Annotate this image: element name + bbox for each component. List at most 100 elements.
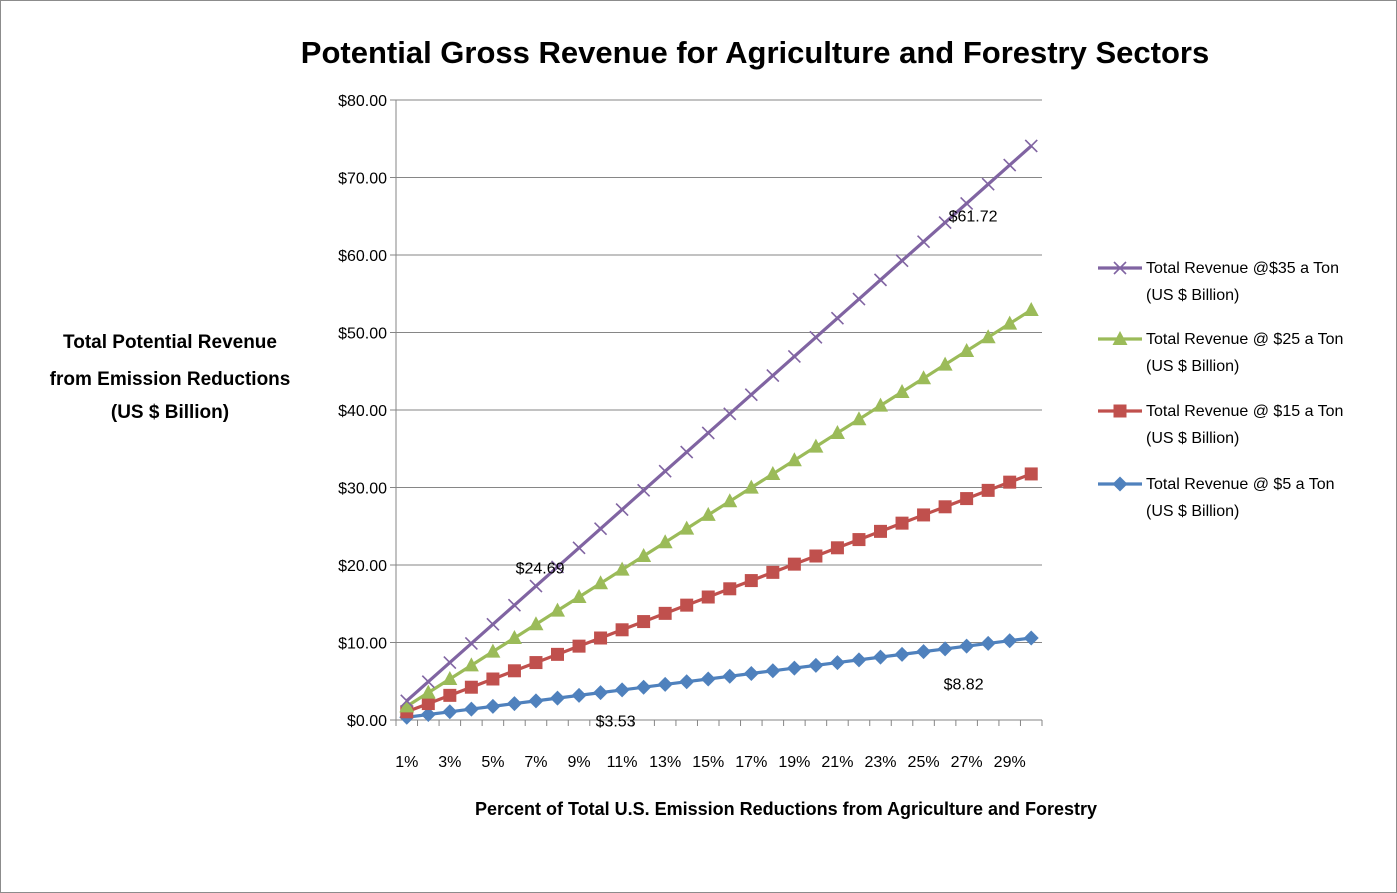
data-point: [960, 492, 974, 506]
data-point: [959, 638, 975, 654]
data-point: [657, 676, 673, 692]
data-point: [572, 541, 586, 555]
x-tick-label: 19%: [778, 754, 810, 771]
data-point: [1113, 261, 1127, 275]
legend-label-unit: (US $ Billion): [1146, 287, 1239, 304]
data-point: [744, 574, 758, 588]
x-tick-label: 23%: [864, 754, 896, 771]
series: [399, 301, 1039, 713]
data-point: [464, 636, 478, 650]
data-point: [852, 533, 866, 547]
data-point: [808, 438, 824, 453]
data-label: $61.72: [949, 209, 998, 226]
y-axis-title-line-3: (US $ Billion): [111, 402, 229, 423]
data-point: [895, 516, 909, 530]
series: [399, 630, 1039, 725]
data-point: [852, 292, 866, 306]
data-point: [657, 534, 673, 549]
data-point: [1002, 315, 1018, 330]
data-point: [529, 579, 543, 593]
x-tick-label: 29%: [994, 754, 1026, 771]
data-point: [1113, 404, 1127, 418]
data-point: [765, 663, 781, 679]
data-point: [550, 602, 565, 617]
data-point: [809, 330, 823, 344]
data-point: [1023, 301, 1039, 316]
data-point: [894, 646, 910, 662]
data-point: [722, 493, 738, 508]
data-point: [938, 215, 952, 230]
x-tick-label: 13%: [649, 754, 681, 771]
data-point: [420, 684, 436, 699]
data-point: [722, 668, 738, 684]
data-point: [937, 356, 953, 371]
legend: Total Revenue @$35 a Ton(US $ Billion)To…: [1098, 260, 1343, 520]
data-point: [895, 254, 909, 268]
x-tick-label: 25%: [908, 754, 940, 771]
x-tick-label: 17%: [735, 754, 767, 771]
data-point: [786, 452, 802, 467]
data-point: [680, 598, 694, 612]
data-point: [743, 479, 759, 494]
data-point: [808, 657, 824, 673]
series-group: [399, 139, 1039, 725]
y-tick-label: $50.00: [338, 326, 387, 343]
data-point: [485, 643, 501, 658]
data-point: [938, 500, 952, 514]
data-point: [507, 598, 521, 612]
legend-item: Total Revenue @ $5 a Ton (US $ Billion): [1098, 476, 1335, 520]
data-point: [829, 655, 845, 671]
y-axis-title: Total Potential Revenue from Emission Re…: [50, 332, 291, 423]
data-point: [571, 687, 587, 703]
data-point: [917, 508, 931, 522]
data-point: [443, 656, 457, 670]
data-point: [786, 660, 802, 676]
data-point: [1024, 139, 1038, 153]
legend-label-unit: (US $ Billion): [1146, 503, 1239, 520]
data-point: [614, 561, 630, 576]
data-point: [1112, 476, 1128, 492]
data-point: [399, 698, 415, 713]
data-point: [917, 235, 931, 249]
data-point: [916, 370, 932, 385]
y-axis-title-line-2: from Emission Reductions: [50, 369, 291, 390]
data-point: [981, 483, 995, 497]
data-point: [658, 464, 672, 478]
data-point: [571, 589, 587, 604]
data-point: [615, 502, 629, 517]
y-axis-title-line-1: Total Potential Revenue: [63, 332, 277, 353]
data-point: [443, 688, 457, 702]
data-point: [400, 694, 414, 708]
y-tick-label: $60.00: [338, 248, 387, 265]
chart-title: Potential Gross Revenue for Agriculture …: [301, 35, 1209, 70]
y-tick-label: $0.00: [347, 713, 387, 730]
gridlines: [390, 99, 1042, 721]
data-point: [937, 641, 953, 657]
series-line: [405, 144, 1033, 703]
data-point: [1003, 158, 1017, 172]
y-tick-label: $10.00: [338, 636, 387, 653]
data-point: [1024, 467, 1038, 481]
data-point: [636, 679, 652, 695]
data-point: [766, 565, 780, 579]
data-label: $24.69: [516, 561, 565, 578]
data-point: [766, 369, 780, 383]
x-tick-label: 9%: [567, 754, 590, 771]
y-tick-label: $20.00: [338, 558, 387, 575]
data-point: [506, 630, 522, 645]
data-point: [830, 311, 844, 325]
data-point: [550, 560, 565, 574]
x-tick-label: 5%: [481, 754, 504, 771]
data-point: [463, 701, 479, 717]
data-point: [851, 411, 867, 426]
x-tick-label: 3%: [438, 754, 461, 771]
legend-label: Total Revenue @ $25 a Ton: [1146, 331, 1343, 348]
data-point: [874, 524, 887, 538]
data-point: [572, 639, 586, 653]
legend-label: Total Revenue @$35 a Ton: [1146, 260, 1339, 277]
data-point: [700, 506, 716, 521]
x-tick-label: 27%: [951, 754, 983, 771]
data-point: [550, 690, 565, 706]
